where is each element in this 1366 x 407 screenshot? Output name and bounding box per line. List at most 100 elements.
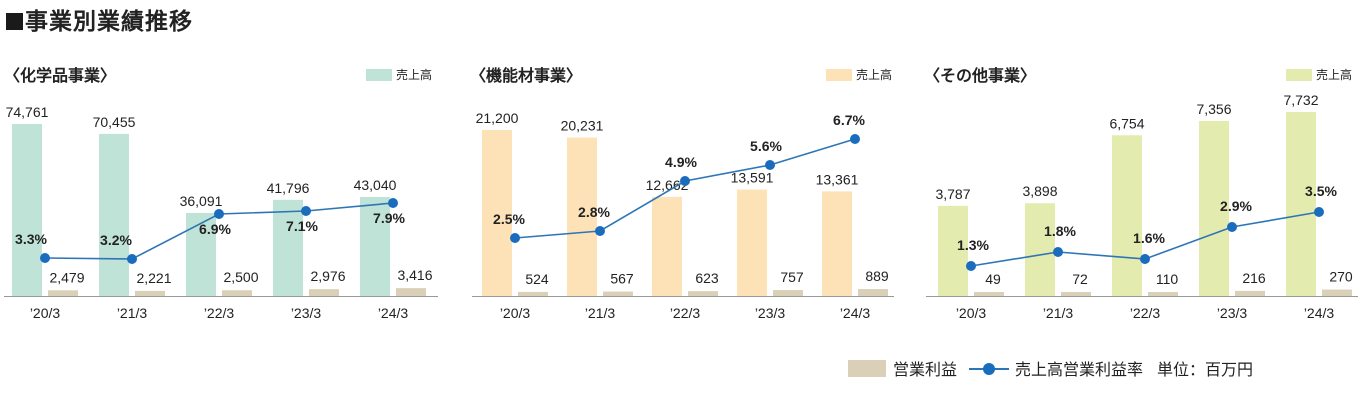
- margin-point: [301, 206, 311, 216]
- margin-value-label: 7.1%: [286, 218, 318, 234]
- sales-bar: [737, 189, 767, 296]
- operating-profit-value-label: 110: [1156, 271, 1179, 287]
- margin-point: [595, 226, 605, 236]
- sales-bar: [99, 133, 129, 296]
- operating-profit-value-label: 2,221: [136, 270, 171, 286]
- margin-value-label: 6.9%: [199, 221, 231, 237]
- unit-label: 単位：百万円: [1157, 360, 1254, 379]
- sales-value-label: 13,361: [816, 171, 859, 187]
- margin-point: [1053, 247, 1063, 257]
- operating-profit-bar: [309, 289, 339, 296]
- chart-panel-machinery: 〈機能材事業〉 売上高 21,200 524 ’20/3 20,231 567 ’21/3…: [470, 62, 910, 322]
- sales-value-label: 12,662: [646, 177, 689, 193]
- sales-value-label: 3,787: [935, 186, 970, 202]
- chart-title: 〈その他事業〉: [924, 66, 1037, 85]
- operating-profit-bar: [603, 291, 633, 296]
- sales-value-label: 6,754: [1109, 115, 1144, 131]
- operating-profit-swatch: [848, 359, 886, 377]
- sales-value-label: 70,455: [93, 114, 136, 130]
- operating-profit-value-label: 2,479: [49, 269, 84, 285]
- margin-point: [1314, 207, 1324, 217]
- x-tick-label: ’20/3: [30, 305, 61, 321]
- legend-sales-swatch: [826, 68, 852, 81]
- operating-profit-value-label: 49: [985, 271, 1001, 287]
- x-tick-label: ’24/3: [840, 305, 871, 321]
- sales-bar: [652, 196, 682, 296]
- x-tick-label: ’24/3: [1304, 305, 1335, 321]
- x-tick-label: ’20/3: [956, 305, 987, 321]
- sales-bar: [186, 212, 216, 296]
- legend-sales-swatch: [366, 68, 392, 81]
- margin-value-label: 3.5%: [1305, 183, 1337, 199]
- operating-profit-bar: [773, 290, 803, 296]
- chart-svg: 21,200 524 ’20/3 20,231 567 ’21/3 12,662 623 ’22…: [472, 110, 894, 321]
- margin-value-label: 5.6%: [750, 138, 782, 154]
- operating-profit-value-label: 3,416: [397, 267, 432, 283]
- operating-profit-bar: [396, 288, 426, 296]
- operating-profit-value-label: 2,500: [223, 269, 258, 285]
- x-tick-label: ’21/3: [1043, 305, 1074, 321]
- margin-value-label: 3.2%: [100, 232, 132, 248]
- operating-profit-value-label: 524: [525, 271, 549, 287]
- sales-bar: [1112, 135, 1142, 296]
- x-tick-label: ’23/3: [755, 305, 786, 321]
- sales-value-label: 21,200: [476, 110, 519, 126]
- chart-title: 〈機能材事業〉: [470, 66, 583, 85]
- margin-value-label: 7.9%: [373, 210, 405, 226]
- x-tick-label: ’22/3: [670, 305, 701, 321]
- sales-value-label: 13,591: [731, 170, 774, 186]
- operating-profit-value-label: 270: [1329, 269, 1353, 285]
- sales-bar: [1199, 120, 1229, 296]
- operating-profit-bar: [518, 291, 548, 296]
- margin-point: [966, 261, 976, 271]
- sales-value-label: 20,231: [561, 118, 604, 134]
- margin-point: [40, 253, 50, 263]
- legend-sales: 売上高: [366, 66, 432, 83]
- sales-bar: [482, 130, 512, 296]
- sales-bar: [12, 124, 42, 296]
- x-tick-label: ’21/3: [585, 305, 616, 321]
- legend-sales-label: 売上高: [396, 68, 433, 82]
- operating-profit-value-label: 889: [865, 268, 889, 284]
- sales-value-label: 74,761: [6, 104, 49, 120]
- operating-profit-bar: [1148, 292, 1178, 296]
- margin-value-label: 2.9%: [1220, 198, 1252, 214]
- margin-value-label: 1.8%: [1044, 223, 1076, 239]
- margin-point: [127, 254, 137, 264]
- x-tick-label: ’20/3: [500, 305, 531, 321]
- x-tick-label: ’22/3: [1130, 305, 1161, 321]
- x-tick-label: ’23/3: [1217, 305, 1248, 321]
- operating-profit-bar: [688, 291, 718, 296]
- operating-profit-bar: [1235, 290, 1265, 296]
- margin-point: [214, 209, 224, 219]
- margin-value-label: 1.6%: [1133, 230, 1165, 246]
- operating-profit-value-label: 623: [695, 270, 719, 286]
- margin-point: [680, 176, 690, 186]
- operating-profit-bar: [974, 292, 1004, 296]
- operating-profit-value-label: 72: [1072, 271, 1088, 287]
- margin-value-label: 4.9%: [665, 154, 697, 170]
- x-tick-label: ’21/3: [117, 305, 148, 321]
- operating-profit-value-label: 216: [1242, 270, 1266, 286]
- sales-bar: [822, 191, 852, 296]
- operating-profit-value-label: 567: [610, 271, 634, 287]
- margin-point: [1140, 254, 1150, 264]
- margin-point: [388, 198, 398, 208]
- sales-bar: [1286, 112, 1316, 296]
- operating-profit-bar: [858, 289, 888, 296]
- operating-profit-bar: [1061, 292, 1091, 296]
- legend-sales-label: 売上高: [1316, 68, 1353, 82]
- chart-panel-other: 〈その他事業〉 売上高 3,787 49 ’20/3 3,898 72 ’21/3 6,75…: [924, 62, 1364, 322]
- x-tick-label: ’22/3: [204, 305, 235, 321]
- margin-point: [510, 233, 520, 243]
- operating-profit-value-label: 2,976: [310, 268, 345, 284]
- margin-value-label: 6.7%: [833, 112, 865, 128]
- chart-svg: 3,787 49 ’20/3 3,898 72 ’21/3 6,754 110 ’22/3 7,3…: [926, 92, 1358, 321]
- sales-bar: [567, 137, 597, 296]
- sales-value-label: 36,091: [180, 193, 223, 209]
- legend-sales-label: 売上高: [856, 68, 893, 82]
- operating-profit-bar: [48, 290, 78, 296]
- title-square-icon: [6, 13, 23, 30]
- sales-value-label: 43,040: [354, 177, 397, 193]
- sales-bar: [273, 199, 303, 296]
